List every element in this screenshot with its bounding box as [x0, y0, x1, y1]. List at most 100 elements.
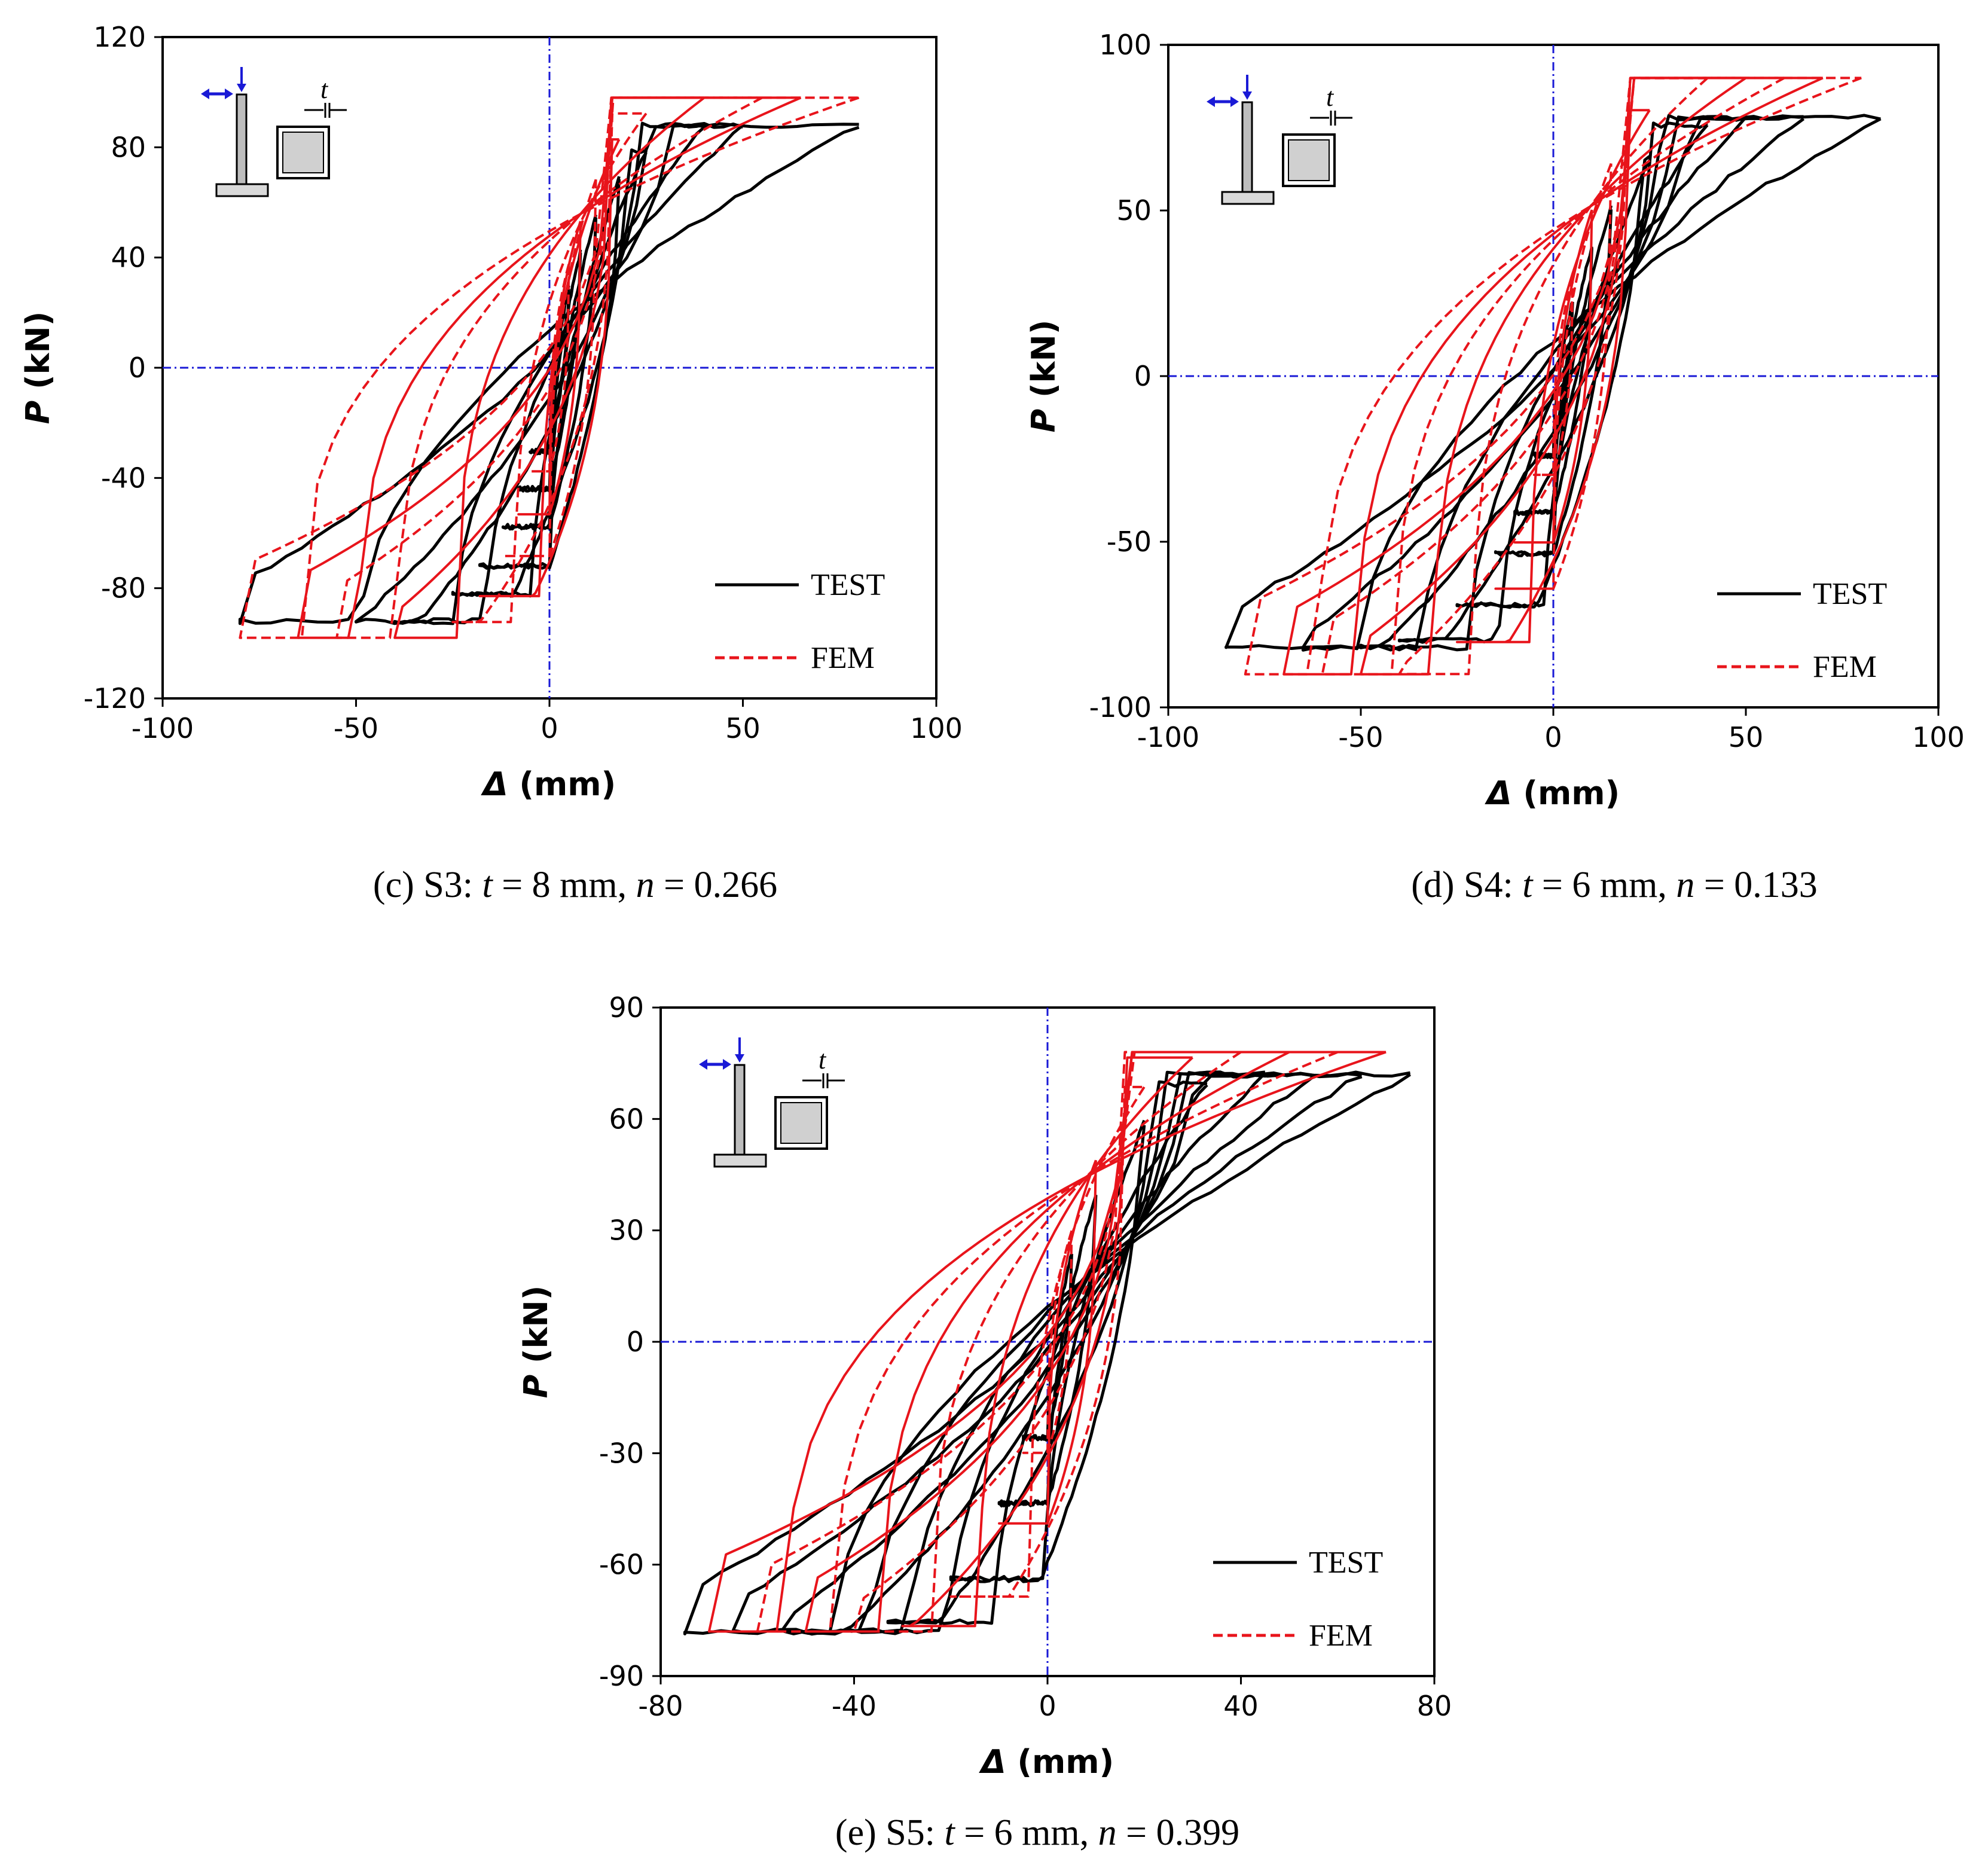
- fem-loop: [1532, 277, 1574, 477]
- caption-prefix: (c) S3:: [373, 865, 483, 905]
- x-tick-label: 80: [1417, 1690, 1452, 1722]
- fem-loop: [998, 1159, 1097, 1525]
- x-tick-label: 50: [1729, 721, 1764, 753]
- thickness-label: t: [1326, 83, 1335, 112]
- fem-loop: [478, 138, 621, 597]
- fem-loop: [1456, 109, 1651, 643]
- caption-t-var: t: [1522, 865, 1534, 905]
- panel-caption: (d) S4: t = 6 mm, n = 0.133: [1411, 865, 1818, 905]
- fem-series: [1244, 77, 1862, 676]
- y-tick-label: 80: [111, 131, 146, 163]
- test-series: [1224, 114, 1882, 652]
- section-concrete: [1288, 139, 1330, 181]
- section-concrete: [282, 132, 324, 173]
- test-loop: [683, 1070, 1411, 1635]
- fem-loop: [1513, 209, 1593, 544]
- y-axis-symbol: P: [517, 1375, 555, 1399]
- test-loop: [1494, 205, 1613, 558]
- x-tick-label: 0: [1039, 1690, 1056, 1722]
- base-plate: [713, 1153, 767, 1168]
- y-tick-label: 0: [129, 352, 146, 384]
- x-tick-label: 0: [1544, 721, 1562, 753]
- y-axis-title: P (kN): [19, 312, 57, 425]
- y-tick-label: 90: [609, 991, 644, 1024]
- panel-caption: (e) S5: t = 6 mm, n = 0.399: [835, 1812, 1239, 1853]
- legend-test-label: TEST: [1309, 1546, 1383, 1580]
- test-loop: [997, 1195, 1098, 1508]
- test-loop: [1224, 114, 1882, 651]
- y-axis-title: P (kN): [1025, 320, 1062, 433]
- column: [1241, 101, 1253, 193]
- x-axis-title: Δ (mm): [481, 765, 616, 803]
- legend-fem-label: FEM: [1309, 1619, 1373, 1653]
- x-axis-symbol: Δ: [481, 765, 508, 803]
- fem-loop: [239, 96, 860, 639]
- test-loop: [238, 122, 860, 625]
- x-axis-title: Δ (mm): [979, 1743, 1114, 1781]
- legend: TEST FEM: [715, 568, 885, 675]
- y-tick-label: 100: [1099, 29, 1152, 61]
- fem-loop: [393, 96, 706, 639]
- y-tick-label: 30: [609, 1214, 644, 1247]
- fem-loop: [707, 1051, 1387, 1633]
- specimen-inset-icon: t: [699, 1037, 845, 1168]
- caption-n-var: n: [1676, 865, 1694, 905]
- y-axis-unit: (kN): [517, 1286, 555, 1375]
- axial-arrow-head: [735, 1054, 744, 1063]
- column: [734, 1064, 746, 1156]
- thickness-label: t: [320, 75, 329, 104]
- fem-series: [239, 96, 860, 639]
- y-tick-label: 40: [111, 242, 146, 274]
- fem-loop: [901, 1056, 1193, 1628]
- caption-t-val: = 8 mm,: [493, 865, 636, 905]
- legend: TEST FEM: [1213, 1546, 1383, 1653]
- x-tick-label: 100: [1912, 721, 1965, 753]
- thickness-label: t: [819, 1045, 827, 1075]
- specimen-inset-icon: t: [201, 67, 347, 197]
- y-tick-label: 60: [609, 1103, 644, 1135]
- caption-t-val: = 6 mm,: [1532, 865, 1676, 905]
- x-tick-label: 50: [725, 712, 761, 744]
- caption-n-var: n: [636, 865, 655, 905]
- lateral-arrow-right-head: [1230, 96, 1239, 107]
- x-tick-label: -40: [832, 1690, 877, 1722]
- legend-test-label: TEST: [811, 568, 885, 602]
- y-tick-label: -90: [599, 1660, 644, 1692]
- lateral-arrow-left-head: [699, 1059, 707, 1070]
- legend-test-label: TEST: [1813, 577, 1887, 611]
- caption-n-val: = 0.266: [655, 865, 777, 905]
- fem-loop: [1022, 1230, 1073, 1454]
- x-tick-label: 40: [1223, 1690, 1259, 1722]
- y-tick-label: 120: [93, 21, 146, 53]
- x-tick-label: -80: [638, 1690, 683, 1722]
- lateral-arrow-right-head: [225, 88, 233, 99]
- test-loop: [1455, 155, 1651, 609]
- y-tick-label: 0: [1134, 360, 1152, 392]
- x-axis-unit: (mm): [1512, 774, 1620, 812]
- caption-t-val: = 6 mm,: [955, 1812, 1098, 1853]
- fem-loop: [1244, 77, 1862, 676]
- panel-d: -100 -50 0 50 100 -100 -50 0 50 100 Δ (mm) P (kN) TE…: [1025, 29, 1965, 905]
- caption-n-var: n: [1098, 1812, 1117, 1853]
- caption-t-var: t: [482, 865, 493, 905]
- x-tick-label: -50: [1338, 721, 1383, 753]
- panel-caption: (c) S3: t = 8 mm, n = 0.266: [373, 865, 777, 905]
- section-concrete: [780, 1102, 822, 1144]
- axial-arrow-head: [237, 84, 246, 92]
- y-tick-label: 50: [1116, 194, 1152, 227]
- y-tick-label: -40: [101, 462, 146, 494]
- base-plate: [1221, 191, 1275, 205]
- y-tick-label: -60: [599, 1549, 644, 1581]
- y-axis-symbol: P: [1025, 409, 1062, 433]
- x-axis-title: Δ (mm): [1485, 774, 1620, 812]
- y-tick-label: -50: [1107, 526, 1152, 558]
- legend-fem-label: FEM: [1813, 650, 1877, 684]
- test-loop: [393, 121, 706, 625]
- x-tick-label: -50: [334, 712, 378, 744]
- x-axis-unit: (mm): [508, 765, 616, 803]
- specimen-inset-icon: t: [1207, 75, 1352, 205]
- y-tick-label: -30: [599, 1437, 644, 1469]
- legend-fem-label: FEM: [811, 641, 875, 675]
- lateral-arrow-left-head: [1207, 96, 1215, 107]
- y-axis-unit: (kN): [1025, 320, 1062, 409]
